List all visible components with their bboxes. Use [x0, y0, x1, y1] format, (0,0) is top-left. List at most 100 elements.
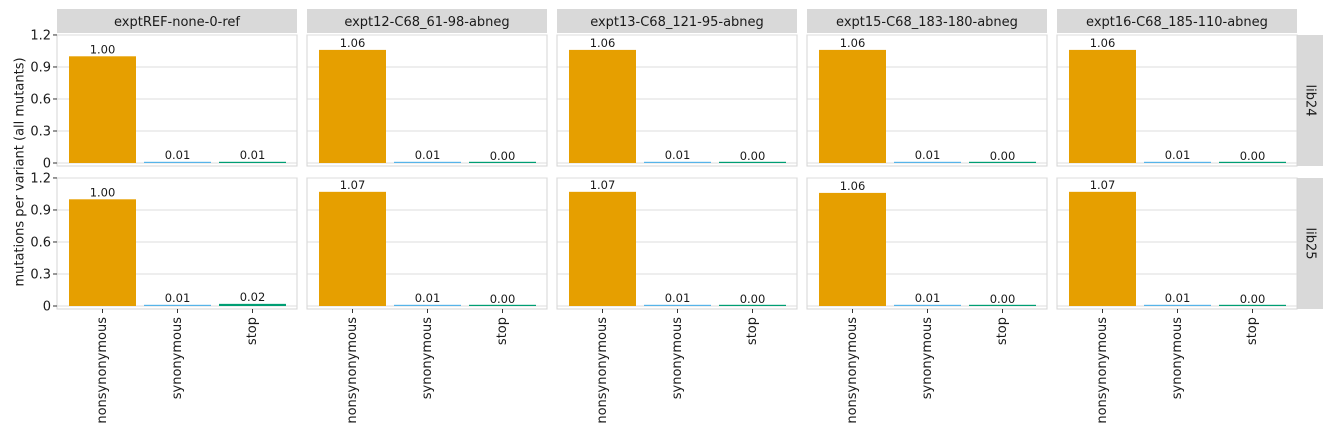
bar-value-label: 0.01: [165, 291, 191, 305]
bar-nonsynonymous: [569, 191, 636, 306]
bar-value-label: 0.00: [740, 149, 766, 163]
bar-stop: [1219, 304, 1286, 306]
bar-value-label: 0.00: [990, 292, 1016, 306]
x-tick-label: synonymous: [170, 317, 185, 399]
y-tick-label: 0.9: [30, 60, 51, 75]
bar-value-label: 0.00: [1240, 149, 1266, 163]
bar-value-label: 0.01: [415, 291, 441, 305]
x-tick-label: stop: [995, 317, 1010, 345]
bar-stop: [969, 161, 1036, 163]
y-tick-label: 1.2: [30, 28, 51, 43]
y-tick-label: 0: [43, 300, 51, 315]
bar-synonymous: [144, 161, 211, 163]
bar-value-label: 0.01: [915, 291, 941, 305]
bar-value-label: 1.06: [1090, 36, 1116, 50]
bar-value-label: 0.01: [1165, 291, 1191, 305]
x-tick-label: nonsynonymous: [95, 317, 110, 424]
bar-value-label: 0.00: [740, 292, 766, 306]
bar-synonymous: [894, 304, 961, 306]
bar-value-label: 1.00: [90, 42, 116, 56]
bar-nonsynonymous: [319, 191, 386, 306]
bar-value-label: 1.06: [840, 36, 866, 50]
bar-stop: [969, 304, 1036, 306]
x-tick-label: nonsynonymous: [595, 317, 610, 424]
bar-value-label: 0.01: [665, 148, 691, 162]
x-tick-label: synonymous: [670, 317, 685, 399]
facet-strip: [807, 9, 1047, 33]
row-strip-label: lib25: [1303, 227, 1318, 259]
facet-strip-label: expt12-C68_61-98-abneg: [344, 15, 509, 30]
bar-value-label: 0.01: [665, 291, 691, 305]
bar-stop: [1219, 161, 1286, 163]
row-strip: [1297, 35, 1323, 166]
facet-strip-label: exptREF-none-0-ref: [114, 15, 240, 30]
y-tick-label: 0.6: [30, 92, 51, 107]
bar-nonsynonymous: [319, 49, 386, 164]
facet-strip-label: expt16-C68_185-110-abneg: [1086, 15, 1268, 30]
x-tick-label: nonsynonymous: [845, 317, 860, 424]
bar-nonsynonymous: [569, 49, 636, 164]
bar-synonymous: [394, 304, 461, 306]
bar-nonsynonymous: [819, 49, 886, 164]
x-tick-label: synonymous: [1170, 317, 1185, 399]
bar-stop: [719, 161, 786, 163]
facet-strip: [57, 9, 297, 33]
bar-nonsynonymous: [69, 56, 136, 163]
bar-synonymous: [144, 304, 211, 306]
x-tick-label: synonymous: [420, 317, 435, 399]
bar-synonymous: [644, 304, 711, 306]
facet-strip: [1057, 9, 1297, 33]
bar-stop: [469, 304, 536, 306]
y-tick-label: 0: [43, 157, 51, 172]
facet-strip: [307, 9, 547, 33]
bar-value-label: 0.00: [490, 292, 516, 306]
bar-value-label: 1.06: [340, 36, 366, 50]
y-tick-label: 0.9: [30, 203, 51, 218]
facet-strip: [557, 9, 797, 33]
x-tick-label: stop: [745, 317, 760, 345]
bar-value-label: 1.07: [590, 178, 616, 192]
bar-value-label: 0.01: [240, 148, 266, 162]
bar-value-label: 0.00: [990, 149, 1016, 163]
x-tick-label: nonsynonymous: [345, 317, 360, 424]
bar-stop: [219, 161, 286, 163]
bar-value-label: 1.07: [340, 178, 366, 192]
y-tick-label: 1.2: [30, 171, 51, 186]
bar-nonsynonymous: [819, 192, 886, 306]
bar-synonymous: [644, 161, 711, 163]
bar-value-label: 0.00: [1240, 292, 1266, 306]
bar-value-label: 0.01: [165, 148, 191, 162]
bar-value-label: 0.02: [240, 290, 266, 304]
bar-value-label: 0.00: [490, 149, 516, 163]
x-tick-label: stop: [245, 317, 260, 345]
bar-stop: [219, 303, 286, 306]
facet-strip-label: expt13-C68_121-95-abneg: [590, 15, 764, 30]
y-tick-label: 0.6: [30, 235, 51, 250]
bar-synonymous: [894, 161, 961, 163]
row-strip-label: lib24: [1303, 84, 1318, 116]
x-tick-label: stop: [1245, 317, 1260, 345]
bar-nonsynonymous: [69, 199, 136, 306]
bar-nonsynonymous: [1069, 49, 1136, 164]
bar-value-label: 0.01: [415, 148, 441, 162]
y-axis-title: mutations per variant (all mutants): [13, 57, 28, 286]
x-tick-label: nonsynonymous: [1095, 317, 1110, 424]
facet-strip-label: expt15-C68_183-180-abneg: [836, 15, 1018, 30]
y-tick-label: 0.3: [30, 267, 51, 282]
bar-value-label: 1.06: [840, 179, 866, 193]
x-tick-label: stop: [495, 317, 510, 345]
x-tick-label: synonymous: [920, 317, 935, 399]
bar-stop: [719, 304, 786, 306]
bar-value-label: 0.01: [915, 148, 941, 162]
bar-synonymous: [1144, 161, 1211, 163]
bar-value-label: 1.06: [590, 36, 616, 50]
bar-value-label: 0.01: [1165, 148, 1191, 162]
y-tick-label: 0.3: [30, 124, 51, 139]
bar-nonsynonymous: [1069, 191, 1136, 306]
bar-value-label: 1.00: [90, 185, 116, 199]
row-strip: [1297, 178, 1323, 309]
bar-value-label: 1.07: [1090, 178, 1116, 192]
bar-synonymous: [1144, 304, 1211, 306]
bar-stop: [469, 161, 536, 163]
